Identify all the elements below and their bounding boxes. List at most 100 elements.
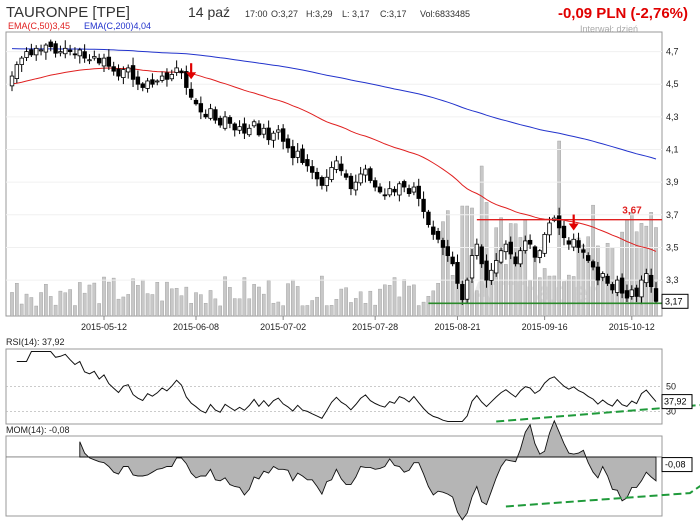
candle-body xyxy=(179,70,184,74)
volume-bar xyxy=(179,295,184,317)
volume-bar xyxy=(426,296,431,317)
candle-body xyxy=(82,51,87,59)
candle-body xyxy=(402,181,407,188)
candle-body xyxy=(334,160,339,170)
candle-body xyxy=(421,198,426,212)
candle-body xyxy=(455,262,460,284)
candle-body xyxy=(571,238,576,248)
volume-bar xyxy=(107,281,111,317)
volume-bar xyxy=(232,298,237,317)
volume-bar xyxy=(218,305,223,317)
volume-bar xyxy=(310,300,315,317)
candle-body xyxy=(590,261,596,268)
interval-label: Interwał: dzień xyxy=(580,24,638,34)
candle-body xyxy=(358,173,363,184)
candle-body xyxy=(213,109,218,121)
candle-body xyxy=(566,240,572,245)
candle-body xyxy=(38,49,44,52)
candle-body xyxy=(164,72,170,80)
session-time: 17:00 xyxy=(245,9,268,19)
price-ytick-label: 4,1 xyxy=(666,145,679,155)
volume-bar xyxy=(194,292,198,317)
mom-panel: -0,08 xyxy=(6,419,700,521)
volume-bar xyxy=(102,276,106,317)
volume-bar xyxy=(169,288,174,317)
candle-body xyxy=(9,75,15,87)
candle-body xyxy=(271,132,276,141)
volume-bar xyxy=(34,305,39,317)
volume-bar xyxy=(571,276,576,317)
volume-bar xyxy=(291,279,295,317)
candle-body xyxy=(14,64,20,79)
volume-bar xyxy=(48,296,53,317)
last-price-box xyxy=(661,293,689,309)
candle-body xyxy=(174,67,179,73)
candle-body xyxy=(106,56,112,67)
candle-body xyxy=(629,289,634,297)
candle-body xyxy=(87,59,92,62)
candle-body xyxy=(600,273,605,278)
candle-body xyxy=(489,269,494,281)
candle-body xyxy=(329,167,334,180)
volume-bar xyxy=(368,290,373,317)
candle-body xyxy=(227,117,233,124)
candle-body xyxy=(58,51,63,54)
volume-bar xyxy=(29,297,34,317)
candle-body xyxy=(537,250,542,258)
resistance-label: 3,67 xyxy=(622,206,642,217)
candle-body xyxy=(392,188,397,193)
volume-bar xyxy=(320,275,324,317)
volume-bar xyxy=(92,282,97,317)
candle-body xyxy=(24,51,29,58)
candle-body xyxy=(184,71,189,88)
candle-body xyxy=(188,88,194,98)
candle-body xyxy=(159,75,165,81)
candle-body xyxy=(92,56,97,59)
volume-bar xyxy=(479,165,484,317)
candle-body xyxy=(615,279,620,293)
candle-body xyxy=(353,181,358,191)
candle-body xyxy=(203,113,208,118)
price-ytick-label: 4,7 xyxy=(666,47,679,57)
rsi-value-box xyxy=(661,394,693,410)
candle-body xyxy=(218,117,223,126)
candle-body xyxy=(261,127,266,135)
candle-body xyxy=(295,150,300,158)
candle-body xyxy=(605,275,610,284)
candle-body xyxy=(145,80,150,89)
volume-bar xyxy=(295,286,300,317)
candle-body xyxy=(513,256,518,265)
candle-body xyxy=(411,186,417,193)
candle-body xyxy=(150,79,155,85)
price-xtick-label: 2015-07-02 xyxy=(260,322,306,332)
volume-bar xyxy=(654,227,658,317)
volume-bar xyxy=(82,292,87,317)
price-ytick-label: 4,3 xyxy=(666,112,679,122)
volume-bar xyxy=(77,282,82,317)
candle-body xyxy=(363,168,368,176)
volume-value: Vol:6833485 xyxy=(420,9,470,19)
candle-body xyxy=(397,183,402,196)
volume-bar xyxy=(121,296,126,317)
volume-bar xyxy=(155,282,160,317)
volume-bar xyxy=(208,290,213,317)
volume-bar xyxy=(445,210,450,317)
volume-bar xyxy=(140,279,145,317)
volume-bar xyxy=(363,303,368,317)
candle-body xyxy=(586,255,591,261)
candle-body xyxy=(126,67,131,73)
volume-bar xyxy=(450,275,455,317)
candle-body xyxy=(426,211,431,225)
volume-bar xyxy=(184,286,189,317)
volume-bar xyxy=(189,303,193,317)
candle-body xyxy=(256,123,262,136)
candle-body xyxy=(72,53,78,56)
candle-body xyxy=(339,163,344,172)
volume-bar xyxy=(165,281,169,317)
candle-body xyxy=(111,66,116,72)
volume-bar xyxy=(412,284,416,317)
volume-bar xyxy=(223,276,227,317)
candle-body xyxy=(518,250,523,265)
ema50-legend: EMA(C,50)3,45 xyxy=(8,21,70,31)
candle-body xyxy=(653,288,659,302)
